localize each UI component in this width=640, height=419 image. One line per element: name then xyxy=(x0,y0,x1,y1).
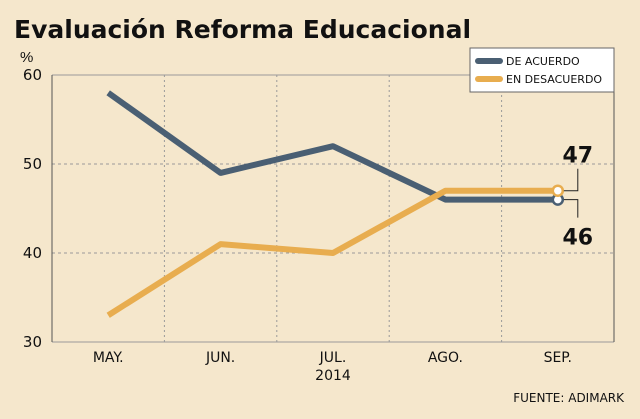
end-value-label-lower: 46 xyxy=(562,226,593,251)
x-tick-label: SEP. xyxy=(544,350,572,366)
legend-label-1: EN DESACUERDO xyxy=(506,73,602,86)
leader-line-lower xyxy=(563,199,579,218)
source-note: FUENTE: ADIMARK xyxy=(513,391,625,405)
leader-line-upper xyxy=(563,168,579,192)
end-value-label-upper: 47 xyxy=(562,144,593,169)
series-line-0 xyxy=(106,90,558,203)
x-tick-label: JUN. xyxy=(205,350,235,366)
y-axis-label: % xyxy=(20,49,33,66)
series-line-1 xyxy=(106,187,558,318)
x-year-label: 2014 xyxy=(315,368,351,384)
x-tick-label: AGO. xyxy=(428,350,463,366)
chart-title: Evaluación Reforma Educacional xyxy=(14,15,471,44)
legend-box xyxy=(469,47,615,93)
y-tick-label: 60 xyxy=(23,66,42,84)
y-tick-label: 30 xyxy=(23,333,42,351)
y-tick-label: 50 xyxy=(23,155,42,173)
x-tick-label: JUL. xyxy=(319,350,347,366)
series-end-marker-1 xyxy=(551,184,565,197)
x-tick-label: MAY. xyxy=(93,350,124,366)
legend-label-0: DE ACUERDO xyxy=(506,55,580,68)
y-tick-label: 40 xyxy=(23,244,42,262)
